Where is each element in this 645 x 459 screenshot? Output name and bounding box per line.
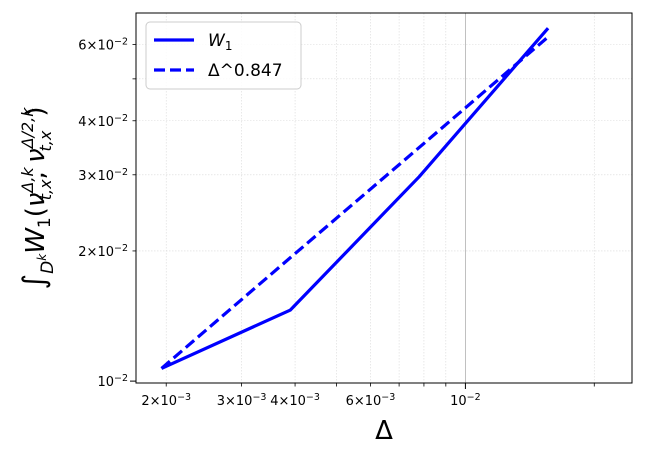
y-tick-label: 10−2 xyxy=(97,373,128,390)
label-layer: 2×10−3 3×10−3 4×10−3 6×10−3 10−2 2×10−2 3×10−2… xyxy=(17,37,481,446)
y-tick-label: 4×10−2 xyxy=(78,113,128,130)
series-line-2 xyxy=(160,35,550,370)
x-tick-label: 10−2 xyxy=(450,392,481,409)
y-axis-label: ∫DkW1(νΔ,kt,x, νΔ/2,kt,x) xyxy=(17,107,58,290)
plot-frame xyxy=(135,12,633,384)
x-axis-label: Δ xyxy=(375,416,393,446)
series-layer xyxy=(160,27,550,370)
x-tick-label: 2×10−3 xyxy=(141,392,191,409)
y-tick-label: 6×10−2 xyxy=(78,37,128,54)
x-tick-label: 6×10−3 xyxy=(346,392,396,409)
legend-label-2: Δ^0.847 xyxy=(208,61,283,81)
tick-layer xyxy=(130,44,595,389)
grid-layer xyxy=(136,13,632,383)
x-tick-label: 3×10−3 xyxy=(217,392,267,409)
legend: W1 Δ^0.847 xyxy=(145,21,302,90)
y-tick-label: 2×10−2 xyxy=(78,243,128,260)
x-tick-label: 4×10−3 xyxy=(270,392,320,409)
y-tick-label: 3×10−2 xyxy=(78,167,128,184)
legend-label-1: W1 xyxy=(208,31,232,53)
series-line-1 xyxy=(160,27,550,370)
